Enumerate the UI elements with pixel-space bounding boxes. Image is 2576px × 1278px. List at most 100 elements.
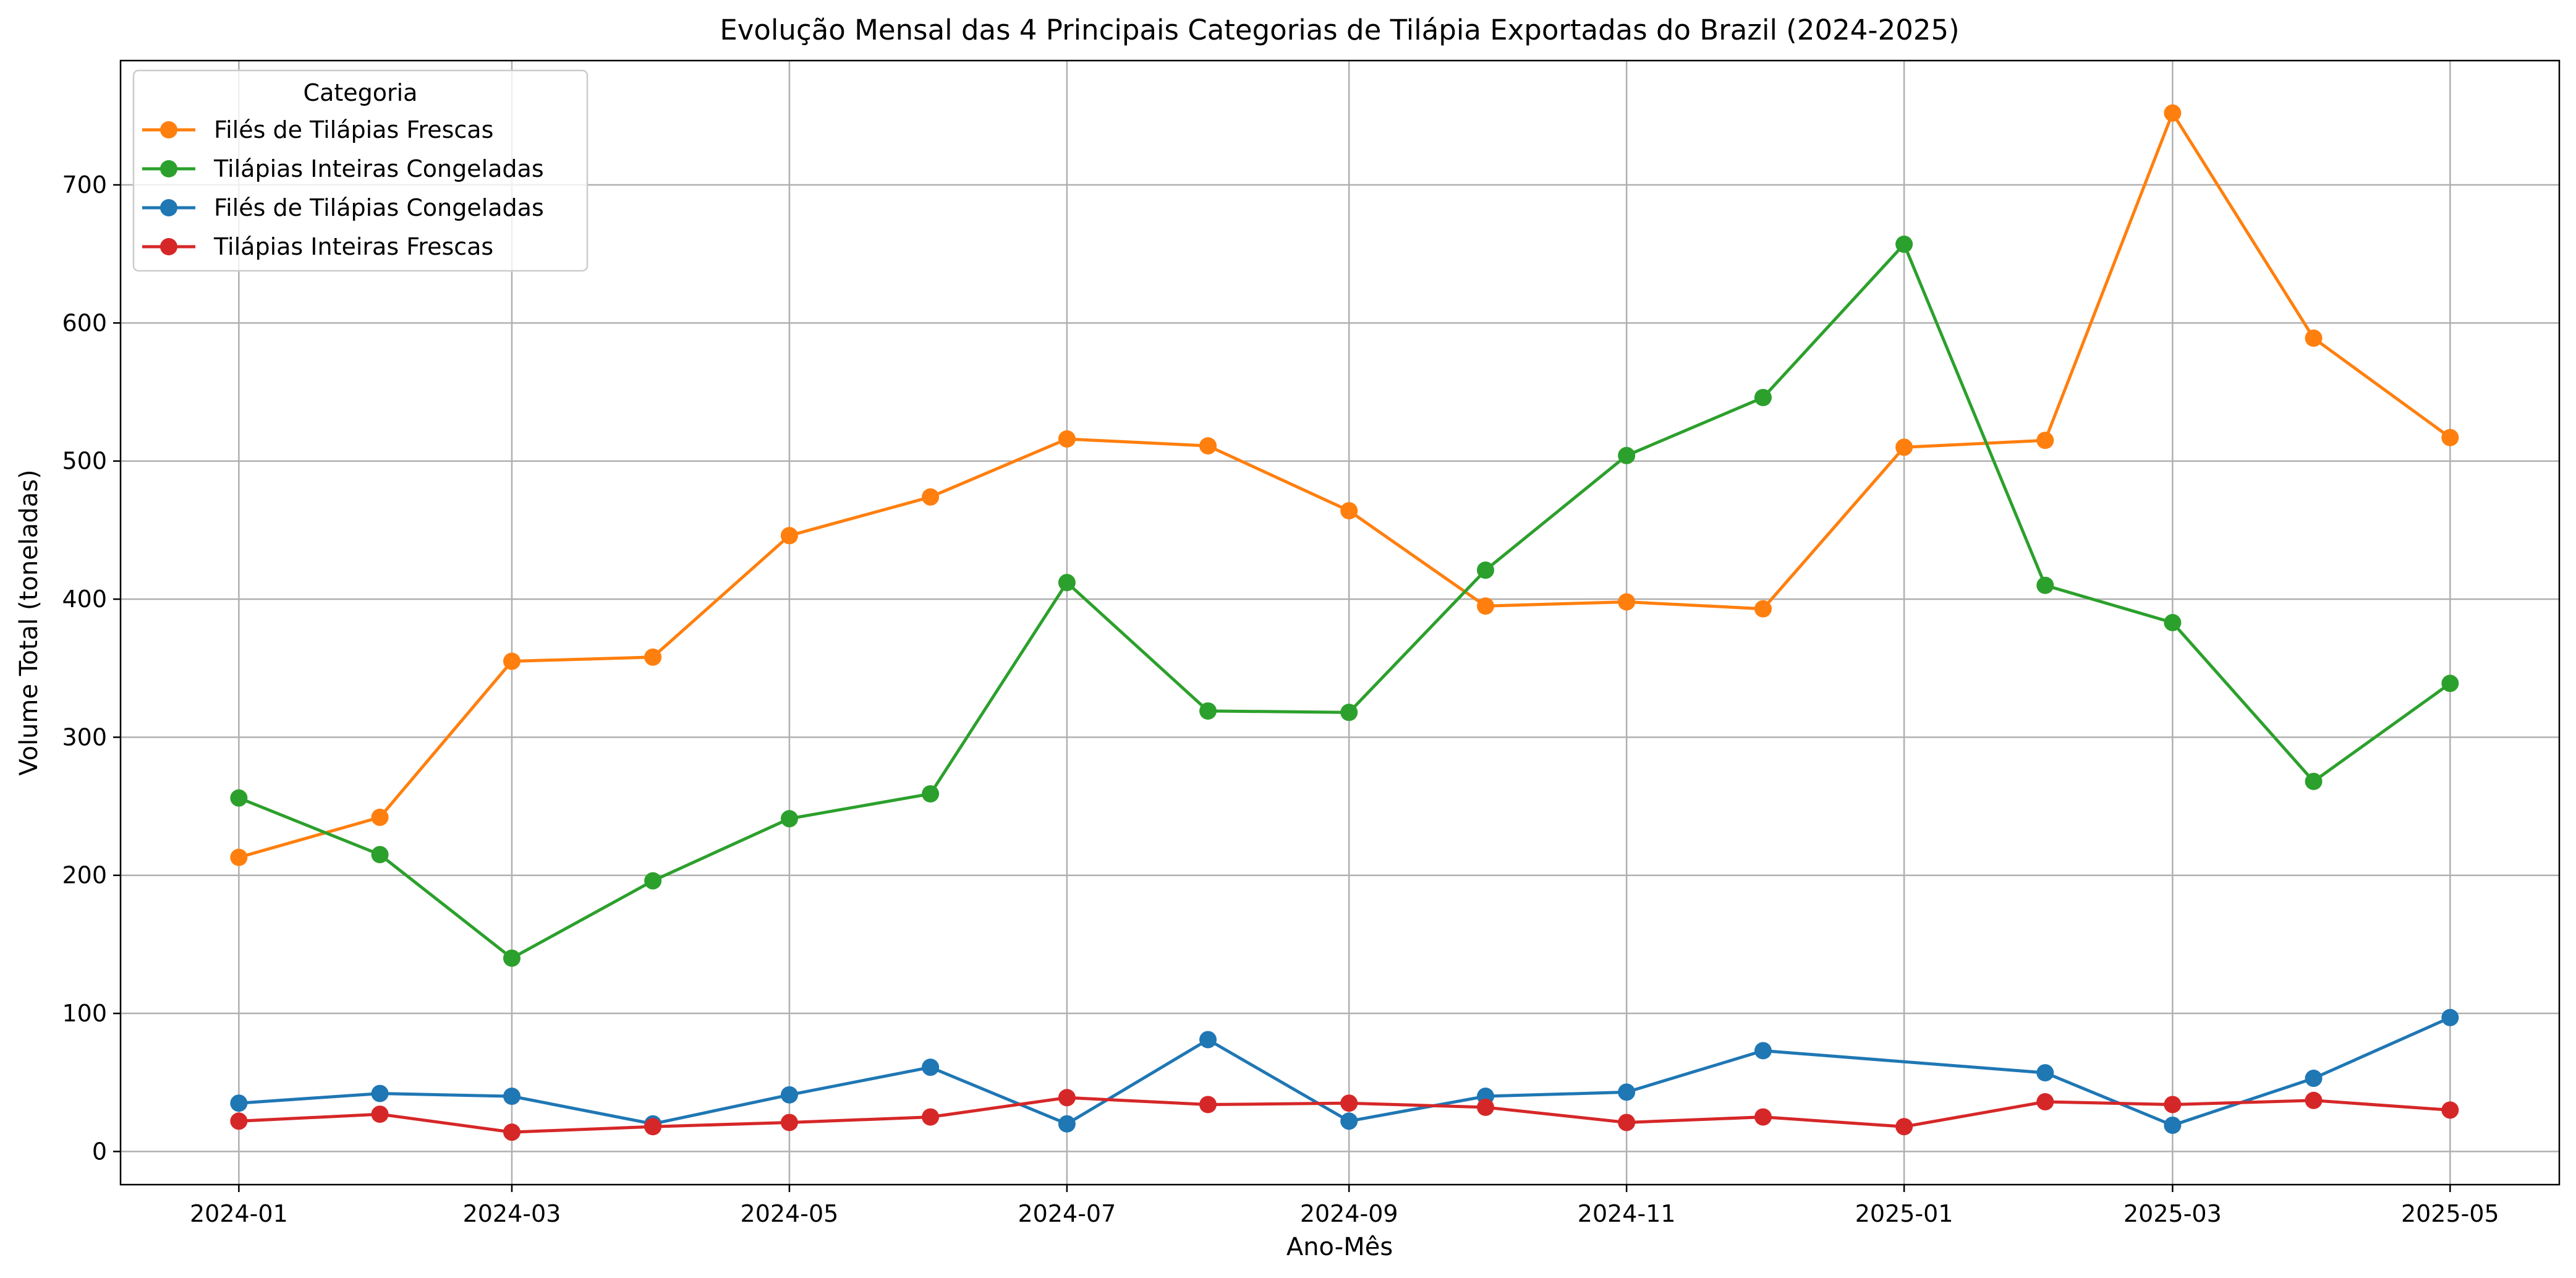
data-point xyxy=(1340,1112,1358,1130)
legend-title: Categoria xyxy=(304,79,418,106)
legend-item: Filés de Tilápias Congeladas xyxy=(142,194,544,221)
y-tick-label: 100 xyxy=(62,1000,107,1027)
data-point xyxy=(780,1086,798,1104)
legend-label: Filés de Tilápias Congeladas xyxy=(214,194,544,221)
data-point xyxy=(503,652,521,670)
data-point xyxy=(1618,1114,1636,1131)
data-point xyxy=(1618,593,1636,611)
series-1 xyxy=(230,236,2459,967)
data-point xyxy=(922,488,940,506)
y-tick-label: 200 xyxy=(62,862,107,889)
x-tick-label: 2024-11 xyxy=(1578,1200,1676,1227)
x-tick-label: 2025-01 xyxy=(1855,1200,1953,1227)
data-point xyxy=(2164,1116,2182,1134)
series xyxy=(230,104,2459,1141)
x-tick-label: 2024-09 xyxy=(1300,1200,1398,1227)
axes-ticks: 0 100 200 300 400 500 600 700 2024-01 2024-03 2024… xyxy=(62,171,2499,1227)
data-point xyxy=(1058,574,1076,592)
legend-item: Tilápias Inteiras Congeladas xyxy=(142,155,544,182)
x-tick-label: 2024-05 xyxy=(741,1200,839,1227)
data-point xyxy=(1058,1089,1076,1107)
data-point xyxy=(1199,1096,1217,1114)
data-point xyxy=(644,872,662,890)
data-point xyxy=(644,648,662,666)
series-0 xyxy=(230,104,2459,866)
data-point xyxy=(1340,1094,1358,1112)
x-tick-label: 2025-05 xyxy=(2401,1200,2499,1227)
series-2 xyxy=(230,1008,2459,1134)
data-point xyxy=(2305,1091,2323,1109)
x-tick-label: 2024-07 xyxy=(1018,1200,1116,1227)
data-point xyxy=(371,846,389,864)
data-point xyxy=(1199,702,1217,720)
data-point xyxy=(2441,675,2459,692)
legend-label: Tilápias Inteiras Frescas xyxy=(213,233,493,260)
data-point xyxy=(1895,236,1913,253)
data-point xyxy=(2441,1008,2459,1026)
data-point xyxy=(2036,432,2054,449)
data-point xyxy=(2164,1096,2182,1114)
data-point xyxy=(230,1094,248,1112)
data-point xyxy=(922,1108,940,1126)
data-point xyxy=(1754,388,1772,406)
data-point xyxy=(2305,329,2323,347)
data-point xyxy=(503,949,521,967)
data-point xyxy=(230,789,248,807)
series-line xyxy=(237,1016,2452,1127)
x-axis-label: Ano-Mês xyxy=(1286,1233,1393,1261)
data-point xyxy=(922,1059,940,1076)
chart-title: Evolução Mensal das 4 Principais Categor… xyxy=(720,14,1959,46)
data-point xyxy=(2164,614,2182,631)
data-point xyxy=(1340,704,1358,722)
data-point xyxy=(371,1105,389,1123)
data-point xyxy=(1199,1031,1217,1049)
data-point xyxy=(1754,600,1772,618)
data-point xyxy=(780,810,798,828)
legend-box xyxy=(132,69,589,272)
data-point xyxy=(2036,1064,2054,1082)
data-point xyxy=(644,1118,662,1136)
data-point xyxy=(1754,1108,1772,1126)
data-point xyxy=(1477,561,1495,579)
y-tick-label: 0 xyxy=(92,1138,107,1165)
y-tick-label: 600 xyxy=(62,309,107,336)
data-point xyxy=(1340,502,1358,520)
data-point xyxy=(780,527,798,545)
data-point xyxy=(780,1114,798,1131)
data-point xyxy=(230,848,248,866)
legend: Categoria Filés de Tilápias Frescas Tilápi… xyxy=(132,69,589,272)
legend-label: Tilápias Inteiras Congeladas xyxy=(213,155,544,182)
data-point xyxy=(1754,1042,1772,1060)
y-tick-label: 300 xyxy=(62,723,107,751)
legend-label: Filés de Tilápias Frescas xyxy=(214,116,493,143)
legend-swatch-marker xyxy=(160,238,177,255)
x-tick-label: 2025-03 xyxy=(2123,1200,2222,1227)
series-3 xyxy=(230,1089,2459,1141)
data-point xyxy=(2441,428,2459,446)
y-tick-label: 400 xyxy=(62,586,107,613)
data-point xyxy=(2305,772,2323,790)
data-point xyxy=(1618,446,1636,464)
legend-swatch-marker xyxy=(160,199,177,216)
data-point xyxy=(1477,597,1495,615)
data-point xyxy=(1199,437,1217,455)
legend-swatch-marker xyxy=(160,121,177,138)
data-point xyxy=(230,1112,248,1130)
data-point xyxy=(922,785,940,803)
legend-swatch-marker xyxy=(160,160,177,177)
data-point xyxy=(2164,104,2182,122)
y-axis-label: Volume Total (toneladas) xyxy=(15,469,43,775)
legend-item: Filés de Tilápias Frescas xyxy=(142,116,493,143)
data-point xyxy=(2036,576,2054,594)
x-tick-label: 2024-03 xyxy=(463,1200,561,1227)
data-point xyxy=(371,1084,389,1102)
data-point xyxy=(2036,1093,2054,1110)
data-point xyxy=(1058,430,1076,448)
data-point xyxy=(1618,1083,1636,1101)
y-tick-label: 700 xyxy=(62,171,107,198)
plot-area-frame xyxy=(119,59,2561,1186)
data-point xyxy=(1895,1118,1913,1136)
legend-item: Tilápias Inteiras Frescas xyxy=(142,233,493,260)
y-tick-label: 500 xyxy=(62,448,107,475)
